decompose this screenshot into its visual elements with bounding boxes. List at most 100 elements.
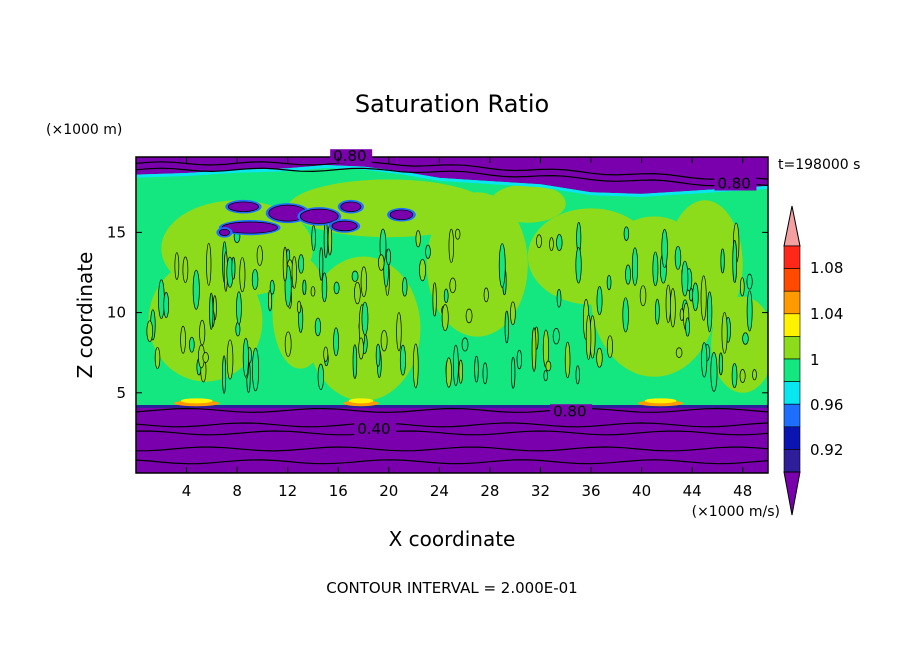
streak <box>596 347 603 368</box>
streak <box>545 360 552 372</box>
streak <box>718 352 723 376</box>
streak <box>742 332 749 345</box>
streak <box>412 343 419 389</box>
streak <box>319 247 324 281</box>
streak <box>323 346 329 362</box>
colorbar-band <box>783 358 801 382</box>
streak <box>432 282 437 317</box>
streak <box>681 260 689 297</box>
x-tick-label: 44 <box>683 482 702 500</box>
colorbar-band <box>783 290 801 315</box>
chart-title: Saturation Ratio <box>355 90 549 118</box>
streak <box>302 279 307 295</box>
streak <box>154 347 161 369</box>
streak <box>685 317 690 337</box>
streak <box>425 244 431 259</box>
contour-interval-note: CONTOUR INTERVAL = 2.000E-01 <box>326 579 577 597</box>
lower-boundary-band <box>136 405 768 408</box>
colorbar: 0.92 0.96 1 1.04 1.08 <box>783 205 843 516</box>
plot-frame <box>135 156 769 474</box>
streak <box>415 230 421 248</box>
streak <box>461 337 469 352</box>
streak <box>226 339 234 380</box>
streak <box>402 277 408 297</box>
streak <box>564 341 571 379</box>
streak <box>692 282 699 312</box>
streak <box>202 352 209 363</box>
streak <box>236 291 242 325</box>
streak <box>606 274 612 291</box>
contour-line <box>136 407 768 413</box>
streak <box>504 310 509 344</box>
colorbar-band <box>783 245 801 269</box>
contour-label-bg <box>714 176 757 191</box>
streak <box>639 285 647 307</box>
streak <box>222 355 227 394</box>
x-tick-label: 16 <box>329 482 348 500</box>
x-tick-label: 20 <box>379 482 398 500</box>
streak <box>323 221 328 259</box>
streak <box>360 266 368 298</box>
streak <box>654 298 660 325</box>
colorbar-level-label: 0.92 <box>810 441 843 459</box>
contour-label: 0.80 <box>553 402 586 420</box>
streak <box>556 288 562 308</box>
time-label: t=198000 s <box>778 157 860 173</box>
streak <box>721 312 728 354</box>
x-tick-label: 12 <box>278 482 297 500</box>
colorbar-band <box>783 268 801 292</box>
streak <box>354 281 361 305</box>
streak <box>314 317 322 337</box>
contour-lines <box>136 161 768 465</box>
streak <box>623 226 630 241</box>
streak <box>163 292 170 318</box>
colorbar-band <box>783 449 801 473</box>
upper-dry-region <box>136 157 768 194</box>
streak <box>158 279 165 320</box>
supersaturation-core <box>644 398 677 404</box>
streak <box>575 247 582 284</box>
near-saturation-blob <box>666 200 743 329</box>
streak <box>739 277 745 297</box>
streak <box>746 290 753 332</box>
contour-line <box>136 430 768 436</box>
x-axis-label: X coordinate <box>389 527 516 551</box>
streak <box>310 286 316 297</box>
streak <box>311 225 316 252</box>
streak <box>739 369 746 383</box>
colorbar-band <box>783 381 801 405</box>
contour-label-bg <box>330 149 373 164</box>
colorbar-level-label: 0.96 <box>810 396 843 414</box>
near-saturation-blob <box>489 184 566 223</box>
contour-label-bg <box>550 404 593 419</box>
streak <box>452 344 459 387</box>
contour-line <box>136 167 768 187</box>
streak <box>378 254 385 271</box>
y-tick-label: 15 <box>107 223 126 241</box>
streak <box>445 357 452 388</box>
colorbar-band <box>783 426 801 450</box>
x-axis-unit: (×1000 m/s) <box>692 504 780 520</box>
dry-patch <box>389 209 414 220</box>
streak <box>455 228 461 240</box>
contour-line <box>136 459 768 465</box>
streak <box>282 246 288 282</box>
x-tick-label: 8 <box>232 482 242 500</box>
dry-patch <box>340 201 362 212</box>
streak <box>380 330 388 352</box>
streak <box>333 281 340 295</box>
streak <box>665 284 671 324</box>
streak <box>352 344 358 379</box>
streak <box>661 229 668 268</box>
streak <box>731 363 738 389</box>
streak <box>298 254 305 274</box>
streak <box>174 252 180 280</box>
streak <box>631 247 639 286</box>
dry-patch <box>299 208 339 224</box>
y-tick-label: 5 <box>116 384 126 402</box>
streak <box>510 301 516 326</box>
colorbar-top-arrow <box>783 205 801 247</box>
streak <box>710 352 718 392</box>
contour-label: 0.80 <box>717 174 750 192</box>
x-tick-label: 36 <box>581 482 600 500</box>
